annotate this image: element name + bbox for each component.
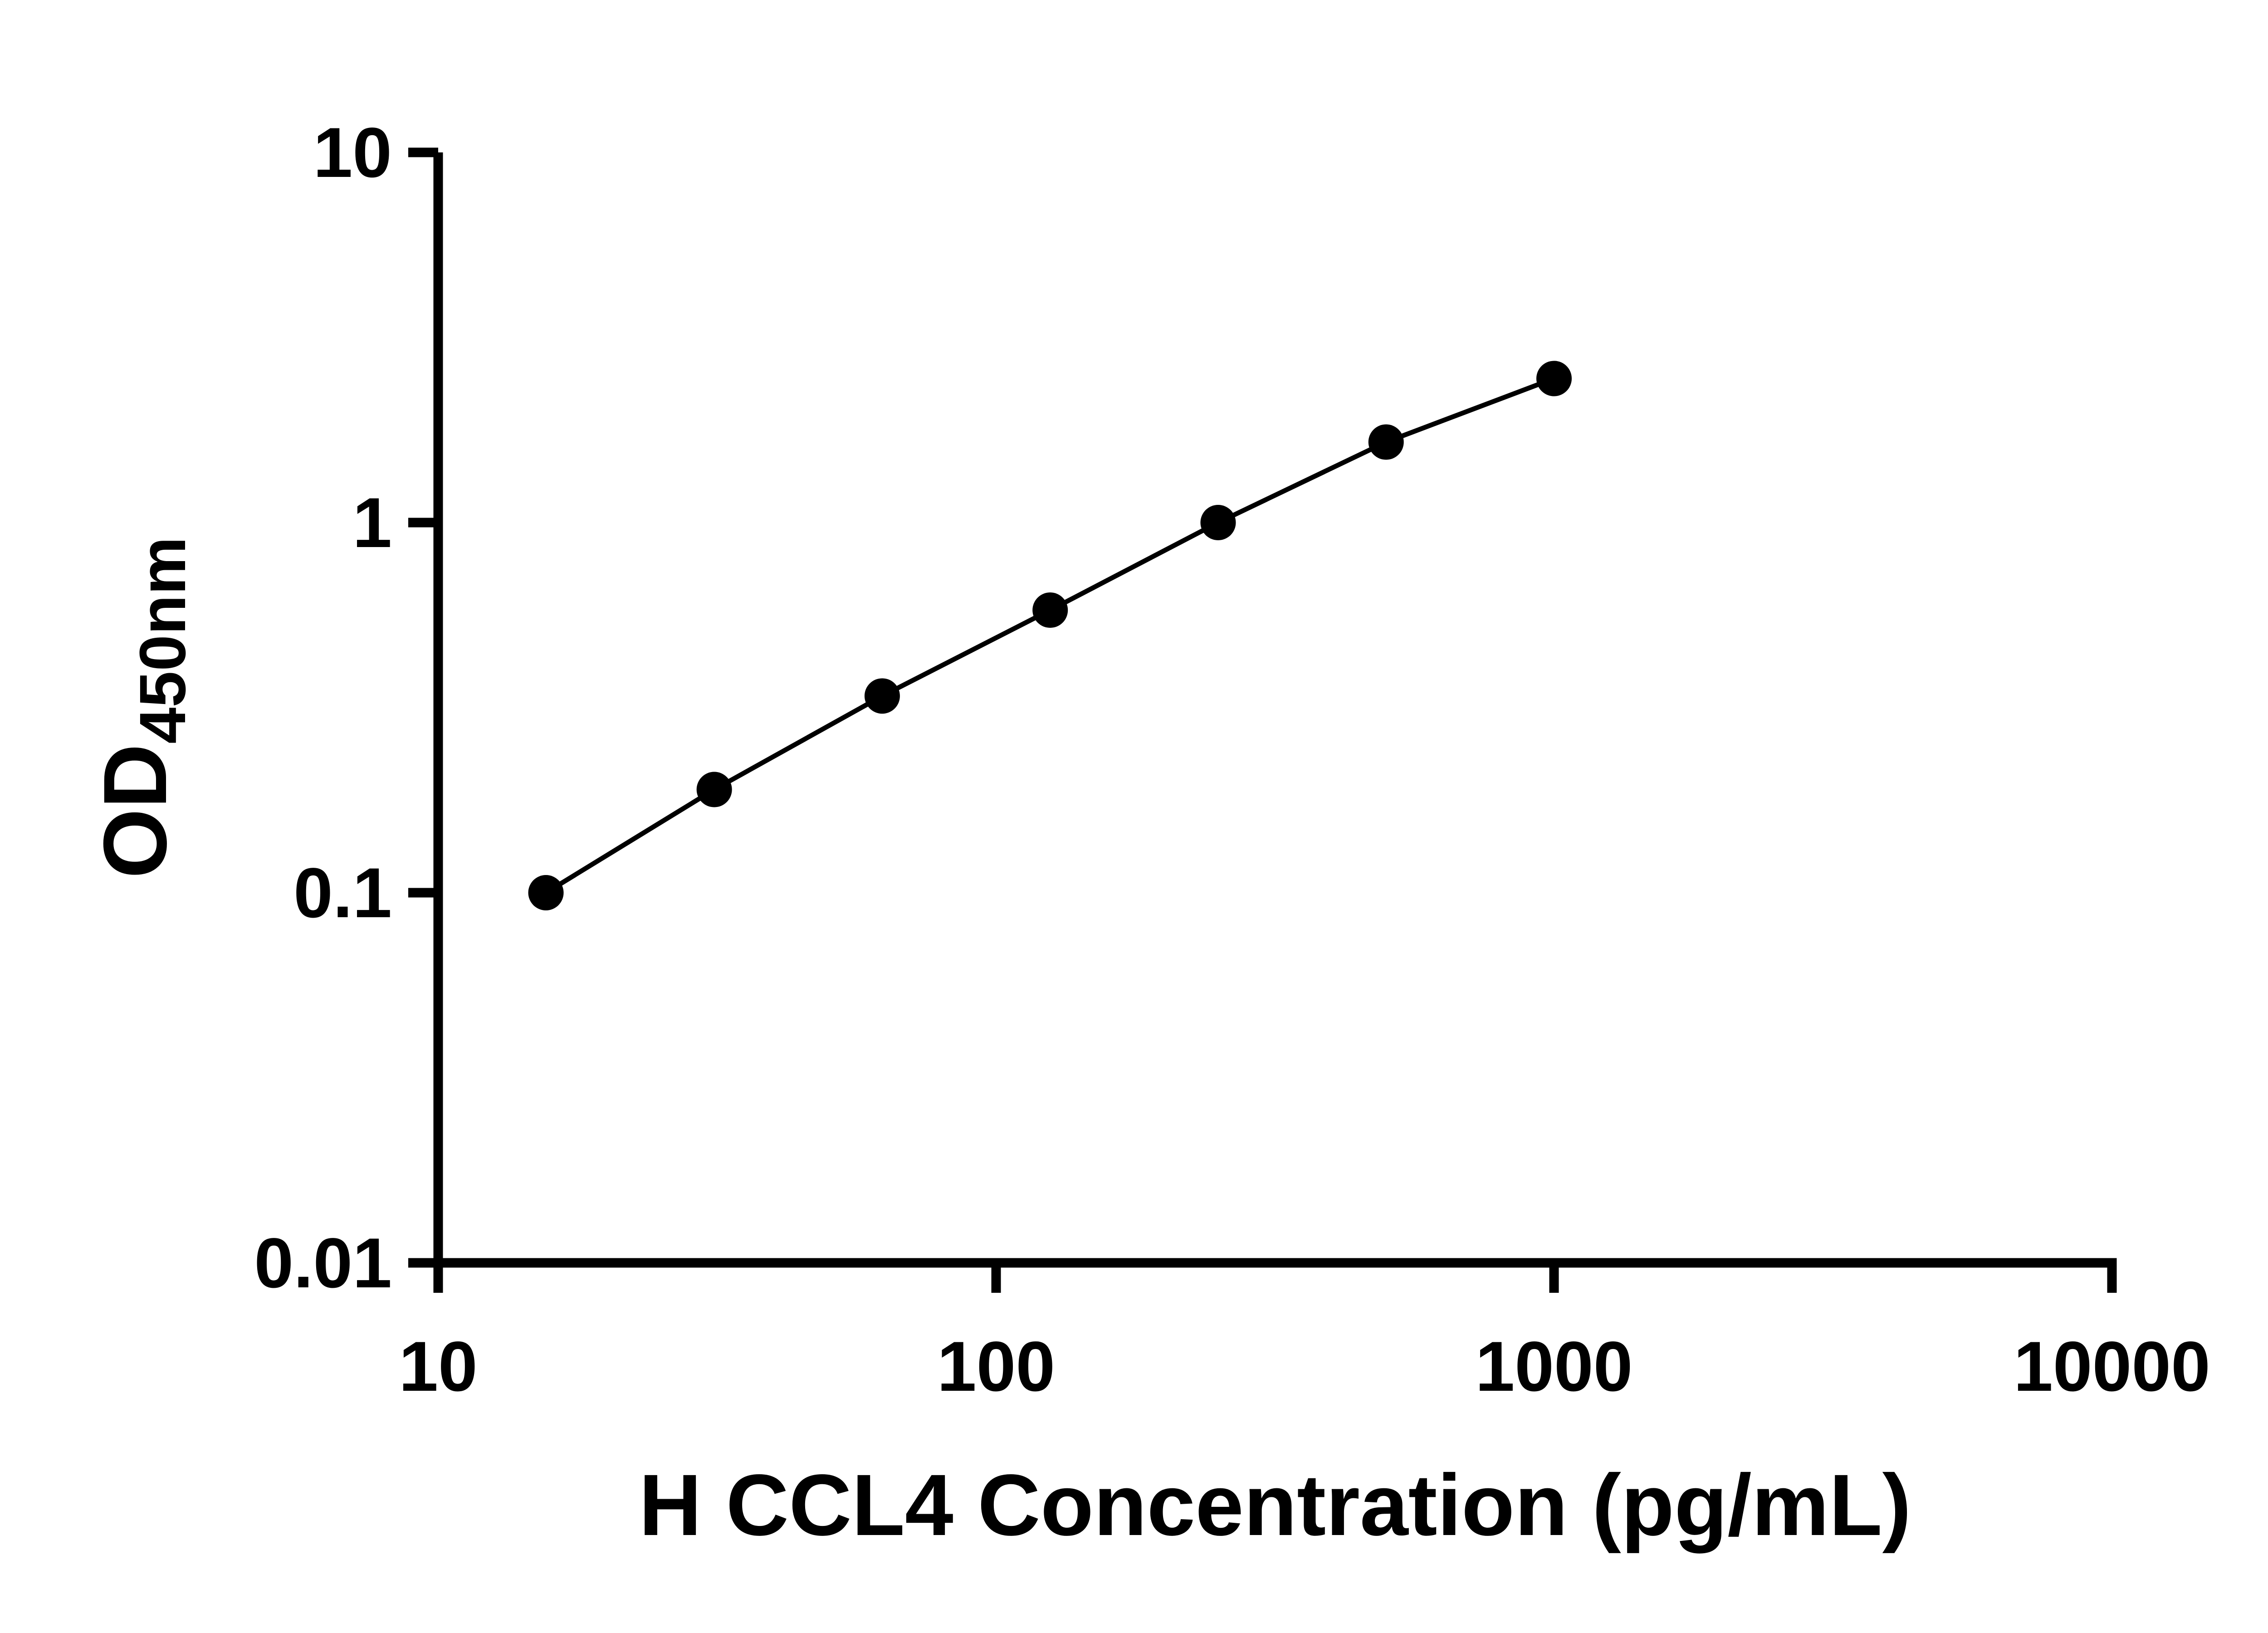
data-point — [696, 772, 732, 807]
x-tick-label: 1000 — [1475, 1327, 1633, 1406]
data-point — [864, 678, 900, 714]
standard-curve-line — [544, 376, 1555, 895]
data-point — [528, 875, 564, 910]
data-point — [1032, 592, 1068, 628]
x-tick-label: 100 — [937, 1327, 1055, 1406]
x-axis-label: H CCL4 Concentration (pg/mL) — [639, 1456, 1911, 1554]
x-tick-label: 10000 — [2014, 1327, 2210, 1406]
y-axis-label: OD450nm — [85, 537, 199, 878]
y-tick-label: 0.1 — [293, 854, 392, 933]
y-tick-label: 1 — [352, 484, 392, 562]
y-tick-label: 0.01 — [254, 1224, 392, 1303]
x-tick-label: 10 — [399, 1327, 478, 1406]
data-point — [1200, 505, 1236, 540]
data-point — [1536, 361, 1572, 396]
y-tick-label: 10 — [313, 113, 392, 192]
data-point — [1368, 424, 1404, 460]
